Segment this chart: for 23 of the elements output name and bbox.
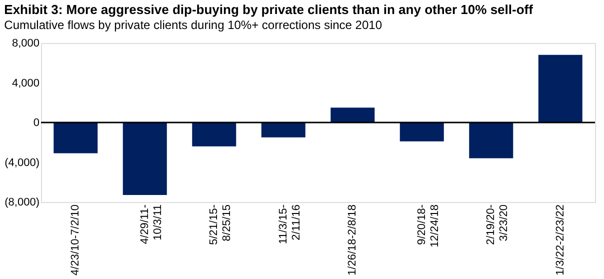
x-tick-label: 1/3/22-2/23/22: [554, 204, 566, 276]
bar: [330, 108, 375, 122]
bar: [192, 122, 236, 146]
chart-title: Exhibit 3: More aggressive dip-buying by private clients than in any other 10% sell-off: [4, 2, 534, 17]
y-tick-label: 0: [33, 117, 40, 129]
bar: [261, 122, 306, 138]
x-tick-label: 1/26/18-2/8/18: [346, 204, 359, 276]
y-tick-label: 8,000: [12, 38, 40, 50]
x-tick-label: 9/20/18- 12/24/18: [416, 204, 441, 248]
x-tick-label: 2/19/20- 3/23/20: [485, 204, 510, 245]
y-tick-label: 4,000: [12, 77, 40, 90]
bar: [538, 54, 582, 122]
bar: [122, 122, 167, 196]
x-tick-label: 4/23/10-7/2/10: [70, 204, 82, 276]
x-tick-label: 4/29/11- 10/3/11: [138, 204, 164, 244]
x-tick-label: 5/21/15- 8/25/15: [208, 204, 234, 245]
x-tick-label: 11/3/15- 2/11/16: [277, 204, 302, 244]
bar: [54, 122, 98, 154]
bar: [400, 122, 444, 142]
y-tick-label: (4,000): [4, 156, 40, 169]
chart-subtitle: Cumulative flows by private clients during 10%+ corrections since 2010: [4, 18, 382, 32]
bar: [469, 122, 514, 158]
y-tick-label: (8,000): [4, 196, 40, 208]
